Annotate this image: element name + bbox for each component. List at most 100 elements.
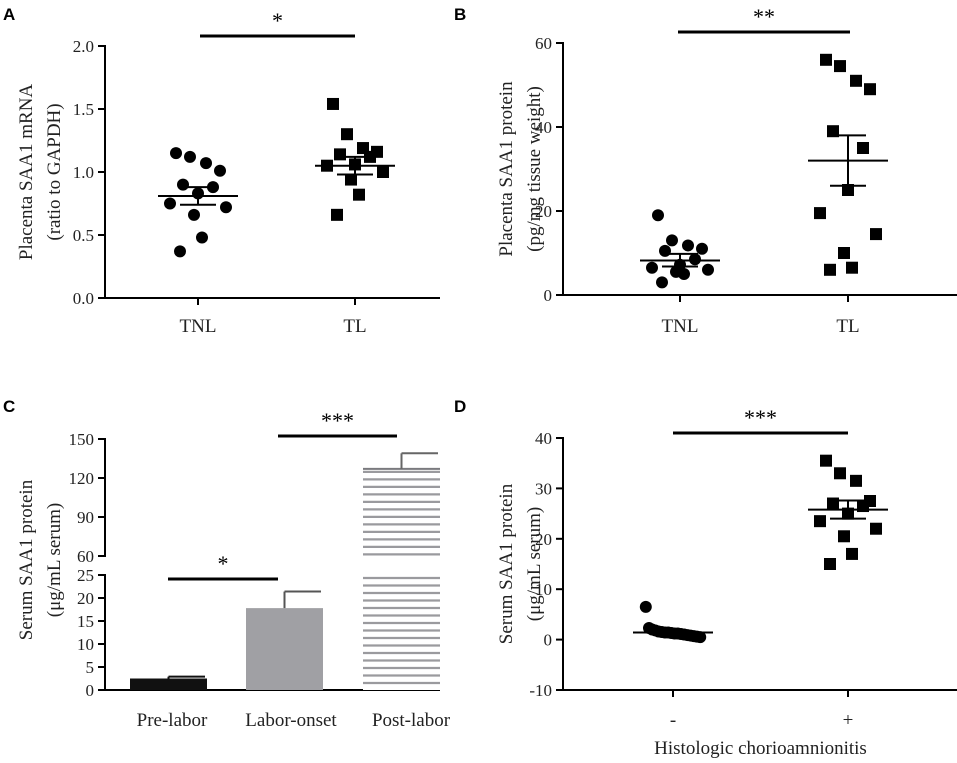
pd-y-axis-label: (μg/mL serum) <box>524 507 545 621</box>
pb-point-TNL <box>702 263 714 276</box>
pd-y-tick-label: 30 <box>535 479 552 498</box>
pb-point-TNL <box>646 261 658 274</box>
panel-letter-c: C <box>3 397 15 416</box>
pb-point-TNL <box>678 268 690 280</box>
panel-letter-d: D <box>454 397 466 416</box>
pa-point-TL <box>327 97 339 110</box>
pd-point- <box>850 474 862 487</box>
pb-y-axis-label: Placenta SAA1 protein <box>496 81 517 257</box>
pa-point-TNL <box>220 201 232 214</box>
pa-point-TL <box>331 208 343 221</box>
pd-point- <box>639 600 652 613</box>
pc-y-tick-label: 0 <box>86 681 95 700</box>
plot-layer: 0.0 0.5 1.0 1.5 2.0 TNL TL Placenta SAA1 mRNA (r… <box>16 4 957 759</box>
pd-y-tick-label: 40 <box>535 429 552 448</box>
pc-x-tick-label: Pre-labor <box>137 710 208 731</box>
pc-y-tick-label: 60 <box>77 547 94 566</box>
pb-y-axis-label: (pg/mg tissue weight) <box>524 86 545 252</box>
pa-point-TNL <box>188 208 200 221</box>
panel-letter-b: B <box>454 5 466 24</box>
pa-point-TL <box>345 173 357 186</box>
pd-point- <box>820 454 832 467</box>
pb-point-TL <box>870 228 882 241</box>
pb-point-TL <box>814 207 826 220</box>
pd-y-axis-label: Serum SAA1 protein <box>496 483 517 644</box>
pb-point-TNL <box>652 209 664 222</box>
pa-x-tick-label: TNL <box>180 316 217 337</box>
pa-y-tick-label: 0.5 <box>73 226 94 245</box>
pc-y-tick-label: 15 <box>77 612 94 631</box>
pc-significance-label: * <box>218 551 229 576</box>
pc-y-tick-label: 10 <box>77 635 94 654</box>
pb-point-TNL <box>689 253 701 266</box>
pd-y-tick-label: 0 <box>544 631 553 650</box>
pb-point-TNL <box>666 234 678 247</box>
pc-y-tick-label: 90 <box>77 508 94 527</box>
pa-point-TNL <box>184 150 196 163</box>
pc-bar-labor-onset <box>246 608 323 690</box>
pb-point-TNL <box>659 244 671 257</box>
pb-point-TL <box>842 184 854 196</box>
pb-y-tick-label: 60 <box>535 34 552 53</box>
pd-point- <box>834 467 846 480</box>
pd-point- <box>846 547 858 560</box>
pa-point-TNL <box>170 147 182 160</box>
pc-y-tick-label: 5 <box>86 658 95 677</box>
pc-y-axis-label: (μg/mL serum) <box>44 503 65 617</box>
pd-y-tick-label: 10 <box>535 580 552 599</box>
pc-bar-post-labor-upper <box>363 468 440 556</box>
pa-y-axis-label: (ratio to GAPDH) <box>44 103 65 240</box>
pd-significance-label: *** <box>744 405 777 430</box>
pa-y-axis-label: Placenta SAA1 mRNA <box>16 84 37 261</box>
pb-point-TL <box>838 247 850 259</box>
pc-y-tick-label: 150 <box>69 430 95 449</box>
pc-y-tick-label: 20 <box>77 589 94 608</box>
pb-point-TNL <box>682 239 694 252</box>
pb-point-TL <box>827 125 839 138</box>
pb-y-tick-label: 20 <box>535 202 552 221</box>
pb-point-TL <box>846 261 858 274</box>
pd-x-axis-title: Histologic chorioamnionitis <box>654 738 867 759</box>
pb-point-TL <box>820 53 832 66</box>
pb-y-tick-label: 0 <box>544 286 553 305</box>
pc-y-tick-label: 120 <box>69 469 95 488</box>
pb-x-tick-label: TNL <box>662 316 699 337</box>
pa-point-TNL <box>196 231 208 244</box>
pb-point-TL <box>850 74 862 87</box>
pd-y-tick-label: -10 <box>529 681 552 700</box>
pb-point-TNL <box>656 276 668 289</box>
pa-y-tick-label: 1.5 <box>73 100 94 119</box>
pd-x-tick-label: - <box>670 710 676 731</box>
pa-y-tick-label: 1.0 <box>73 163 94 182</box>
pd-point- <box>694 631 707 644</box>
pa-y-tick-label: 0.0 <box>73 289 94 308</box>
pd-x-tick-label: + <box>843 710 854 731</box>
pa-point-TL <box>353 188 365 201</box>
pc-bar-pre-labor <box>130 678 207 690</box>
pb-point-TL <box>834 60 846 73</box>
pc-x-tick-label: Post-labor <box>372 710 451 731</box>
pb-point-TNL <box>696 242 708 255</box>
pa-point-TNL <box>214 164 226 177</box>
pd-point- <box>838 530 850 543</box>
pb-x-tick-label: TL <box>836 316 859 337</box>
pa-x-tick-label: TL <box>343 316 366 337</box>
pa-point-TL <box>341 128 353 141</box>
pa-point-TNL <box>200 157 212 170</box>
pc-bar-post-labor-lower <box>363 575 440 690</box>
pb-point-TL <box>824 263 836 276</box>
pa-point-TNL <box>164 197 176 210</box>
pc-y-tick-label: 25 <box>77 566 94 585</box>
pb-point-TL <box>864 83 876 96</box>
panel-letter-a: A <box>3 5 15 24</box>
pd-point- <box>824 558 836 570</box>
pa-point-TL <box>334 148 346 161</box>
pc-x-tick-label: Labor-onset <box>245 710 337 731</box>
pb-point-TL <box>857 142 869 154</box>
pa-point-TNL <box>174 245 186 258</box>
pb-significance-label: ** <box>753 4 775 29</box>
pd-y-tick-label: 20 <box>535 530 552 549</box>
pa-point-TL <box>377 166 389 178</box>
pc-significance-label: *** <box>321 408 354 433</box>
